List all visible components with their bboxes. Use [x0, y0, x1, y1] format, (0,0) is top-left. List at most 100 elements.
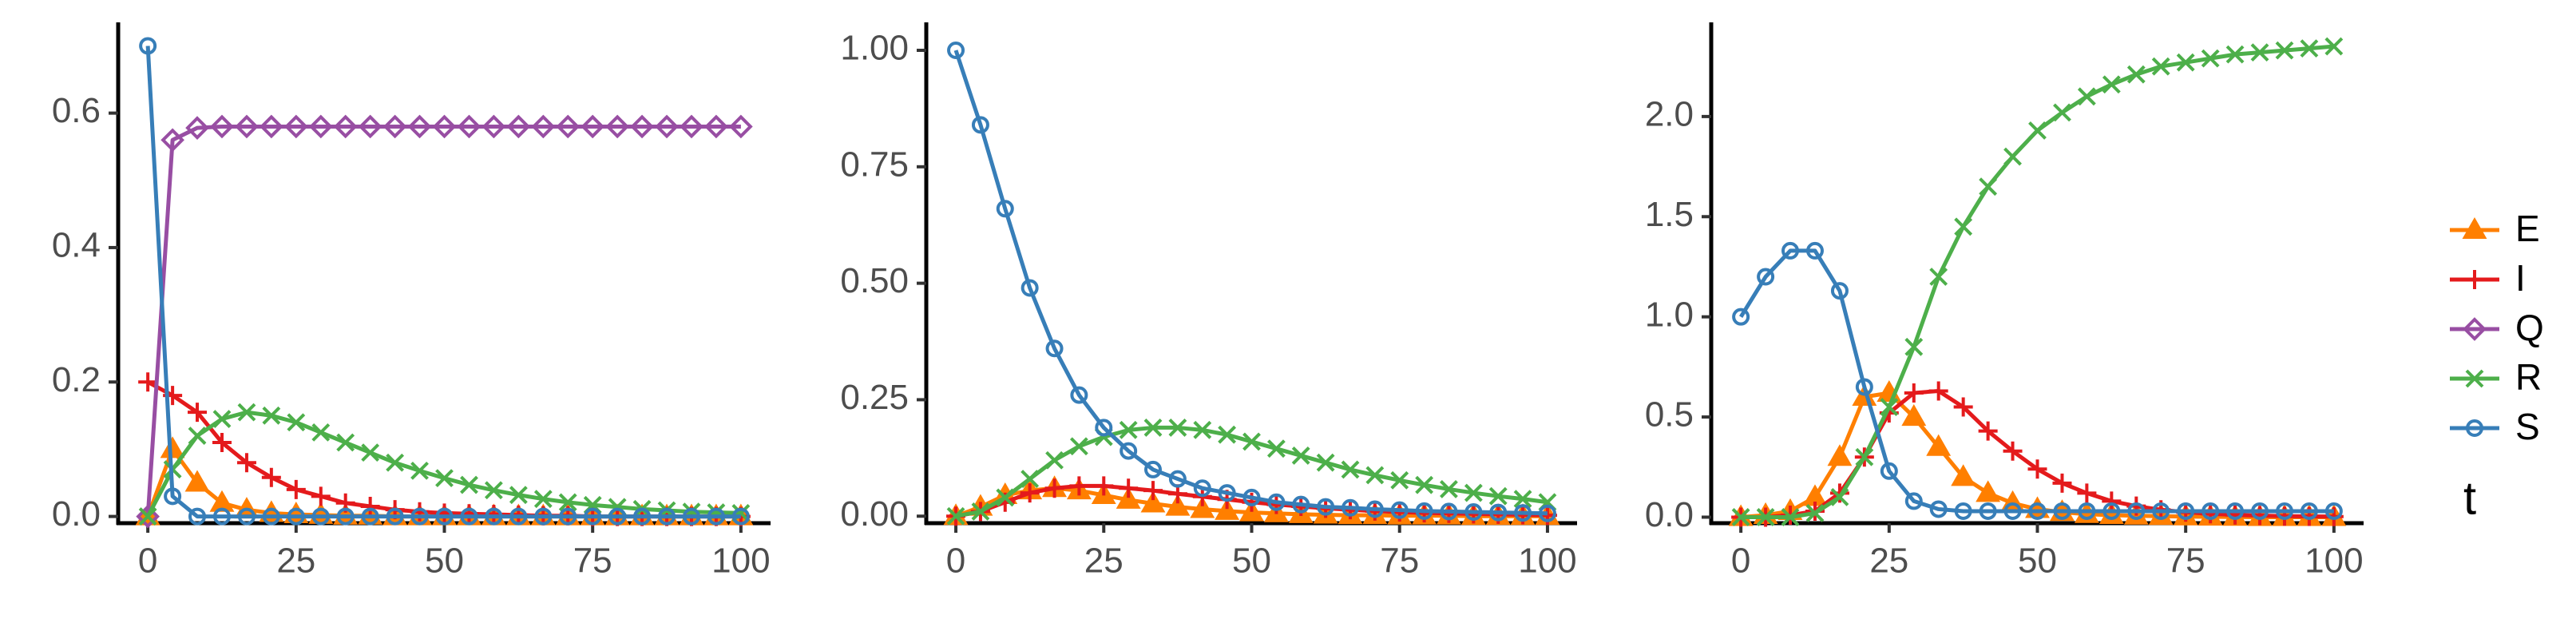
marker — [262, 507, 280, 526]
x-tick-label: 50 — [425, 542, 464, 581]
marker — [1827, 444, 1853, 466]
marker — [1069, 476, 1089, 496]
y-tick-label: 0.50 — [840, 261, 909, 300]
marker — [311, 507, 330, 526]
marker — [1143, 460, 1162, 478]
y-tick-label: 2.0 — [1645, 95, 1694, 134]
marker — [336, 507, 355, 526]
legend-label: R — [2515, 356, 2542, 398]
marker — [2151, 57, 2170, 76]
marker — [1193, 479, 1211, 498]
legend-label: I — [2515, 257, 2526, 299]
marker — [308, 114, 333, 139]
marker — [261, 467, 281, 487]
marker — [531, 114, 556, 139]
marker — [382, 114, 407, 139]
marker — [658, 507, 676, 526]
marker — [1929, 268, 1948, 286]
marker — [1978, 421, 1998, 441]
marker — [2003, 441, 2023, 461]
marker — [559, 507, 577, 526]
marker — [2201, 502, 2220, 520]
marker — [558, 493, 577, 512]
marker — [2102, 75, 2121, 94]
panel: 0.0 0.2 0.4 0.6 0 25 50 75 100 — [52, 22, 771, 581]
x-tick-label: 50 — [1232, 542, 1271, 581]
marker — [1070, 386, 1088, 404]
marker — [2077, 87, 2096, 106]
marker — [655, 114, 679, 139]
marker — [506, 114, 531, 139]
y-tick-label: 0.2 — [52, 360, 101, 399]
marker — [1954, 502, 1972, 520]
marker — [1513, 490, 1532, 509]
marker — [361, 507, 379, 526]
marker — [996, 488, 1015, 507]
marker — [235, 114, 259, 139]
marker — [2127, 502, 2146, 520]
marker — [682, 507, 700, 526]
marker — [1731, 508, 1750, 526]
marker — [1242, 488, 1261, 506]
marker — [533, 490, 553, 509]
x-tick-label: 25 — [1084, 542, 1124, 581]
y-tick-label: 0.00 — [840, 494, 909, 534]
panel: 0.0 0.5 1.0 1.5 2.0 0 25 50 75 100 — [1645, 22, 2364, 581]
y-tick-label: 0.5 — [1645, 395, 1694, 435]
marker — [1190, 496, 1215, 518]
marker — [2003, 147, 2022, 166]
x-tick-label: 0 — [946, 542, 965, 581]
marker — [410, 461, 429, 480]
marker — [971, 116, 989, 134]
marker — [1514, 504, 1532, 522]
marker — [1732, 308, 1750, 326]
marker — [1165, 494, 1191, 516]
marker — [1120, 442, 1138, 460]
marker — [358, 114, 382, 139]
marker — [1756, 508, 1775, 526]
marker — [1143, 481, 1163, 501]
marker — [188, 427, 207, 446]
marker — [1193, 420, 1212, 439]
marker — [1415, 502, 1433, 520]
marker — [2324, 37, 2344, 56]
marker — [2250, 43, 2269, 62]
marker — [184, 470, 210, 492]
marker — [2126, 65, 2146, 84]
marker — [283, 114, 308, 139]
marker — [1440, 502, 1458, 521]
marker — [1168, 419, 1187, 437]
marker — [1904, 383, 1924, 403]
series-line — [146, 380, 741, 519]
marker — [482, 114, 506, 139]
marker — [509, 507, 528, 526]
marker — [2176, 53, 2195, 72]
marker — [1266, 439, 1286, 458]
x-tick-label: 50 — [2018, 542, 2057, 581]
marker — [236, 453, 256, 473]
marker — [1979, 177, 1998, 196]
marker — [212, 410, 232, 428]
marker — [1020, 483, 1040, 503]
marker — [946, 506, 965, 526]
marker — [1316, 453, 1335, 472]
marker — [608, 507, 627, 526]
marker — [2152, 502, 2170, 520]
marker — [237, 507, 256, 526]
legend-marker — [2465, 369, 2484, 388]
marker — [2102, 502, 2121, 520]
marker — [1291, 446, 1310, 465]
marker — [485, 507, 503, 526]
marker — [1390, 470, 1409, 490]
marker — [2275, 502, 2293, 520]
marker — [138, 372, 158, 392]
marker — [1929, 500, 1948, 518]
marker — [136, 504, 160, 529]
marker — [311, 486, 331, 506]
marker — [630, 114, 654, 139]
marker — [1976, 480, 2001, 502]
marker — [1218, 425, 1237, 444]
marker — [286, 479, 306, 499]
marker — [1390, 501, 1409, 519]
legend-marker — [2465, 270, 2484, 289]
